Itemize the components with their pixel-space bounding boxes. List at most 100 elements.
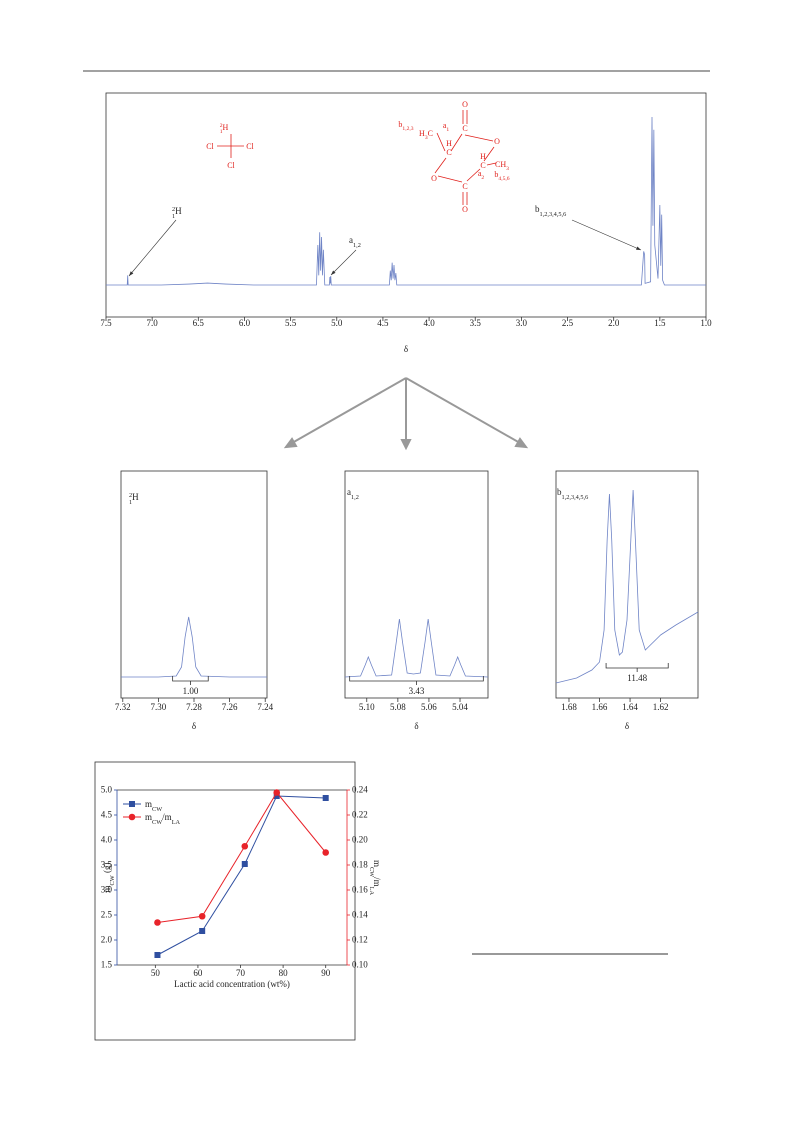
text-part: CW <box>109 875 116 885</box>
atom-label: O <box>462 100 468 109</box>
text-part: b <box>535 204 540 214</box>
atom-label: O <box>494 137 500 146</box>
text-part: O <box>494 137 500 146</box>
y2-tick-label: 0.24 <box>352 785 368 795</box>
marker <box>322 795 329 801</box>
text-part: CW <box>152 819 162 826</box>
atom-label: C <box>480 161 485 170</box>
x-tick-label: 7.26 <box>222 702 238 712</box>
integral-label: 1.00 <box>183 686 199 696</box>
inset-frame <box>555 470 699 699</box>
y-axis-label: mCW (g) <box>102 863 116 893</box>
text-part: /m <box>162 812 172 822</box>
x-tick-label: 5.0 <box>331 318 343 328</box>
text-part: 1,2 <box>353 242 361 249</box>
atom-label: H <box>446 139 452 148</box>
text-part: m <box>145 799 152 809</box>
text-part: 2 <box>220 123 223 129</box>
legend-marker <box>128 813 136 821</box>
x-tick-label: 2.0 <box>608 318 620 328</box>
text-part: 1 <box>172 213 175 220</box>
arrow-head <box>514 437 529 449</box>
x-tick-label: 6.0 <box>239 318 251 328</box>
x-tick-label: 7.24 <box>257 702 273 712</box>
text-part: H <box>175 206 182 216</box>
chloroform-structure: 2 1H Cl Cl Cl <box>206 123 254 170</box>
inset-title: a1,2 <box>347 487 359 501</box>
marker <box>154 919 161 926</box>
text-part: H <box>132 492 139 502</box>
x-tick-label: 70 <box>236 968 246 978</box>
text-part: m <box>145 812 152 822</box>
atom-label: Cl <box>227 161 235 170</box>
bond <box>436 132 446 152</box>
x-tick-label: 1.5 <box>654 318 666 328</box>
text-part: b <box>494 170 498 179</box>
y2-tick-label: 0.18 <box>352 860 368 870</box>
atom-label: Cl <box>246 142 254 151</box>
y2-tick-label: 0.10 <box>352 960 368 970</box>
x-tick-label: 1.0 <box>700 318 712 328</box>
atom-label: Cl <box>206 142 214 151</box>
x-tick-label: 6.5 <box>193 318 205 328</box>
x-tick-label: 1.68 <box>561 702 577 712</box>
atom-label: a1 <box>443 121 450 133</box>
y-tick-label: 3.0 <box>101 885 113 895</box>
text-part: Cl <box>246 142 254 151</box>
x-tick-label: 90 <box>321 968 331 978</box>
text-part: 1,2,3,4,5,6 <box>562 494 589 501</box>
annotation-arrow <box>128 219 177 277</box>
y-tick-label: 4.0 <box>101 835 113 845</box>
y2-tick-label: 0.12 <box>352 935 368 945</box>
text-part: C <box>428 129 433 138</box>
text-part: 1 <box>220 129 223 135</box>
integral-bracket <box>349 676 484 685</box>
y2-tick-label: 0.20 <box>352 835 368 845</box>
text-part: 2 <box>129 492 132 499</box>
y-tick-label: 2.5 <box>101 910 113 920</box>
integral-label: 3.43 <box>409 686 425 696</box>
x-tick-label: 7.28 <box>186 702 202 712</box>
x-tick-label: 7.0 <box>147 318 159 328</box>
text-part: 3 <box>506 166 509 172</box>
x-tick-label: 3.5 <box>470 318 482 328</box>
atom-label: C <box>462 182 467 191</box>
atom-label: C <box>446 148 451 157</box>
text-part: a <box>347 487 351 497</box>
spectrum-line <box>106 116 706 286</box>
text-part: H <box>446 139 452 148</box>
x-tick-label: 50 <box>151 968 161 978</box>
atom-label: H <box>480 152 486 161</box>
x-tick-label: 60 <box>193 968 203 978</box>
text-part: m <box>372 860 382 867</box>
x-axis-label: Lactic acid concentration (wt%) <box>174 979 290 989</box>
marker <box>241 842 249 850</box>
x-axis-label: δ <box>414 721 418 731</box>
x-tick-label: 4.5 <box>377 318 389 328</box>
atom-label: H3C <box>419 129 433 141</box>
marker <box>198 912 206 920</box>
text-part: 1,2,3,4,5,6 <box>540 211 567 218</box>
text-part: O <box>462 100 468 109</box>
text-part: a <box>349 235 353 245</box>
inset-frame <box>344 470 489 699</box>
text-part: C <box>480 161 485 170</box>
text-part: 3 <box>425 135 428 141</box>
x-tick-label: 80 <box>279 968 289 978</box>
text-part: 1 <box>129 499 132 506</box>
integral-label: 11.48 <box>627 673 647 683</box>
inset-title: 2 1H <box>129 492 139 506</box>
text-part: Cl <box>206 142 214 151</box>
atom-label: 2 1H <box>220 123 229 135</box>
peak-annotation: 2 1H <box>172 206 182 220</box>
atom-label: O <box>462 205 468 214</box>
x-axis-label: δ <box>625 721 629 731</box>
y2-tick-label: 0.22 <box>352 810 368 820</box>
x-tick-label: 5.10 <box>359 702 375 712</box>
text-part: LA <box>172 819 181 826</box>
x-tick-label: 7.30 <box>151 702 167 712</box>
text-part: b <box>557 487 562 497</box>
bond <box>434 157 447 174</box>
annotation-arrow-head <box>636 246 641 250</box>
